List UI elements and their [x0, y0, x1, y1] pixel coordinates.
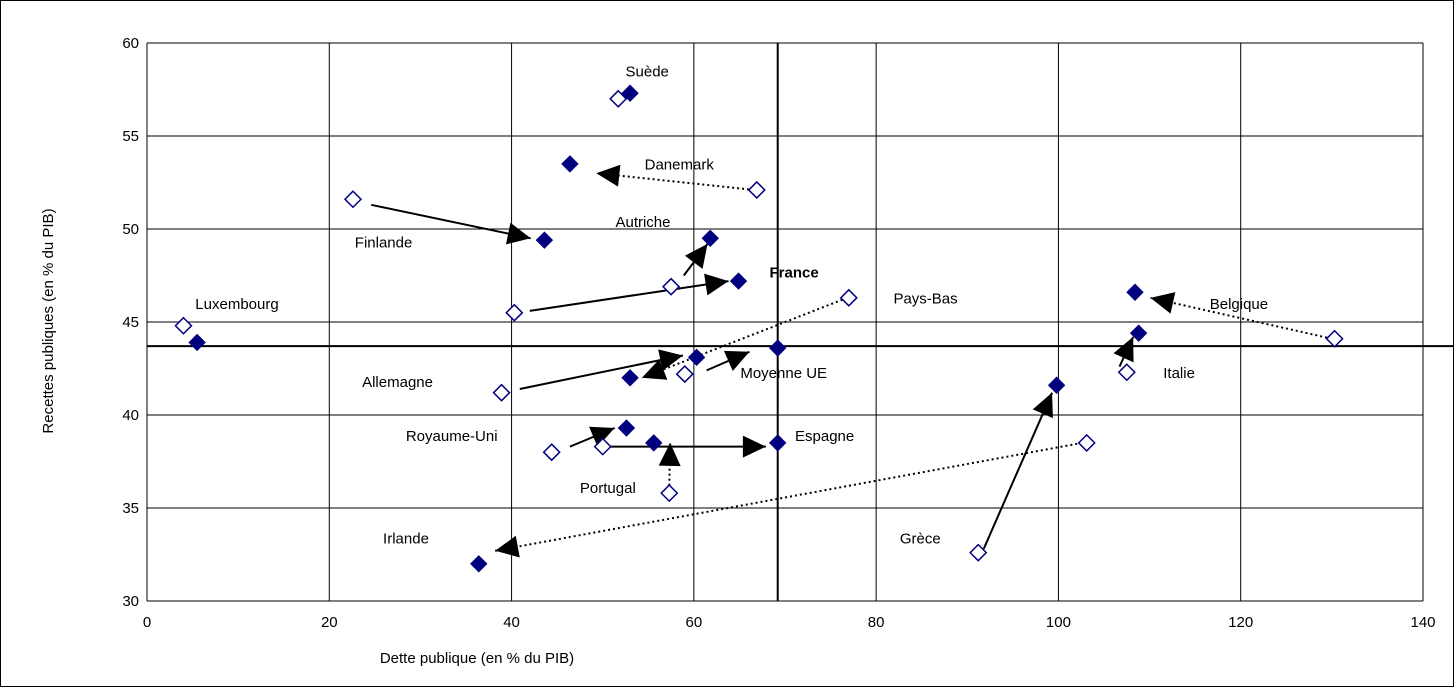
arrow	[683, 243, 709, 277]
annotations: Suède Danemark Autriche Finlande France Pays-…	[195, 63, 1268, 547]
filled-diamond-point	[769, 434, 787, 452]
y-tick-label: 40	[122, 407, 139, 424]
filled-diamond-point	[1129, 324, 1148, 342]
open-diamond-point	[662, 277, 681, 296]
y-tick-label: 60	[122, 35, 139, 52]
tick-labels: 0 20 40 60 80 100 120 140 30 35 40 45 50 55 60	[122, 35, 1435, 631]
filled-diamond-point	[729, 272, 748, 290]
open-diamond-point	[505, 303, 524, 322]
open-diamond-point	[492, 383, 511, 402]
open-diamond-point	[747, 180, 766, 200]
x-tick-label: 40	[503, 614, 520, 631]
y-tick-label: 45	[122, 314, 139, 331]
filled-diamond-point	[1126, 283, 1144, 301]
y-tick-label: 30	[122, 593, 139, 610]
open-diamond-point	[675, 365, 694, 384]
open-diamond-point	[343, 190, 363, 209]
open-diamond-point	[839, 288, 858, 307]
y-tick-label: 55	[122, 128, 139, 145]
point-label: Luxembourg	[195, 296, 278, 313]
filled-diamond-point	[617, 419, 636, 437]
x-tick-label: 100	[1046, 614, 1071, 631]
open-diamond-point	[969, 543, 988, 562]
point-label: Danemark	[645, 156, 715, 173]
x-tick-label: 20	[321, 614, 338, 631]
arrow	[569, 426, 615, 448]
arrow	[1113, 336, 1135, 368]
point-label: Royaume-Uni	[406, 428, 498, 445]
x-tick-label: 120	[1228, 614, 1253, 631]
arrow	[982, 392, 1053, 550]
data-points	[174, 84, 1344, 573]
y-axis-title: Recettes publiques (en % du PIB)	[40, 208, 57, 433]
filled-diamond-point	[687, 348, 706, 367]
filled-diamond-point	[1047, 376, 1066, 394]
x-tick-label: 0	[143, 614, 151, 631]
point-label: Autriche	[615, 214, 670, 231]
point-label: Italie	[1163, 365, 1195, 382]
open-diamond-point	[1077, 433, 1096, 452]
filled-diamond-point	[561, 155, 579, 173]
arrow	[519, 349, 684, 390]
x-axis-title: Dette publique (en % du PIB)	[380, 650, 574, 667]
point-label: Irlande	[383, 530, 429, 547]
arrow	[706, 350, 750, 372]
arrow	[1150, 292, 1333, 340]
filled-diamond-point	[621, 84, 639, 102]
point-label: Espagne	[795, 428, 854, 445]
open-diamond-point	[1325, 329, 1344, 348]
open-diamond-point	[542, 443, 561, 462]
point-label: Suède	[626, 63, 669, 80]
point-label: Moyenne UE	[740, 365, 827, 382]
arrow	[529, 273, 729, 312]
point-label: Finlande	[355, 235, 413, 252]
open-diamond-point	[660, 484, 679, 503]
filled-diamond-point	[621, 369, 639, 387]
y-tick-label: 35	[122, 500, 139, 517]
point-label: Belgique	[1210, 296, 1268, 313]
open-diamond-point	[609, 89, 628, 108]
open-diamond-point	[1117, 363, 1136, 382]
grid	[146, 42, 1424, 602]
point-label: Portugal	[580, 480, 636, 497]
x-tick-label: 80	[868, 614, 885, 631]
filled-diamond-point	[188, 333, 206, 352]
x-tick-label: 60	[686, 614, 703, 631]
x-tick-label: 140	[1410, 614, 1435, 631]
point-label: Pays-Bas	[893, 290, 957, 307]
arrow	[371, 203, 531, 245]
reference-lines	[147, 43, 1453, 601]
open-diamond-point	[174, 316, 193, 335]
filled-diamond-point	[769, 339, 787, 357]
arrows	[371, 164, 1333, 558]
filled-diamond-point	[470, 555, 488, 573]
y-tick-label: 50	[122, 221, 139, 238]
point-label: France	[770, 264, 819, 281]
open-diamond-point	[593, 437, 612, 456]
filled-diamond-point	[645, 434, 663, 452]
point-label: Grèce	[900, 530, 941, 547]
arrow	[658, 442, 681, 486]
filled-diamond-point	[535, 231, 554, 249]
arrow	[641, 298, 843, 380]
filled-diamond-point	[701, 229, 719, 248]
arrow	[596, 164, 755, 191]
point-label: Allemagne	[362, 374, 433, 391]
